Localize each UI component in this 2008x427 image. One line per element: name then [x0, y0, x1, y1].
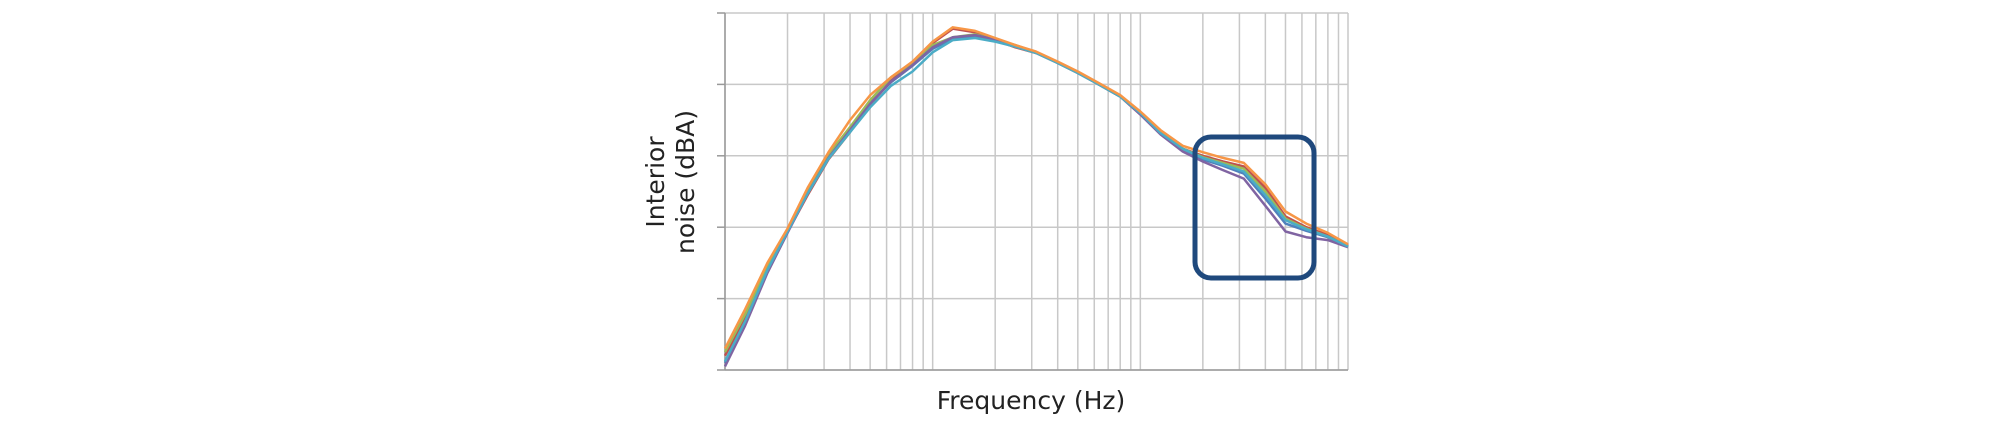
x-axis-label: Frequency (Hz) — [937, 386, 1126, 415]
y-axis-label-line: Interior — [641, 136, 670, 228]
highlight-box — [1192, 134, 1317, 281]
series-line — [723, 36, 1349, 362]
y-axis-label-line: noise (dBA) — [671, 110, 700, 254]
series-line — [723, 26, 1349, 350]
y-axis-label: Interior noise (dBA) — [641, 110, 700, 254]
